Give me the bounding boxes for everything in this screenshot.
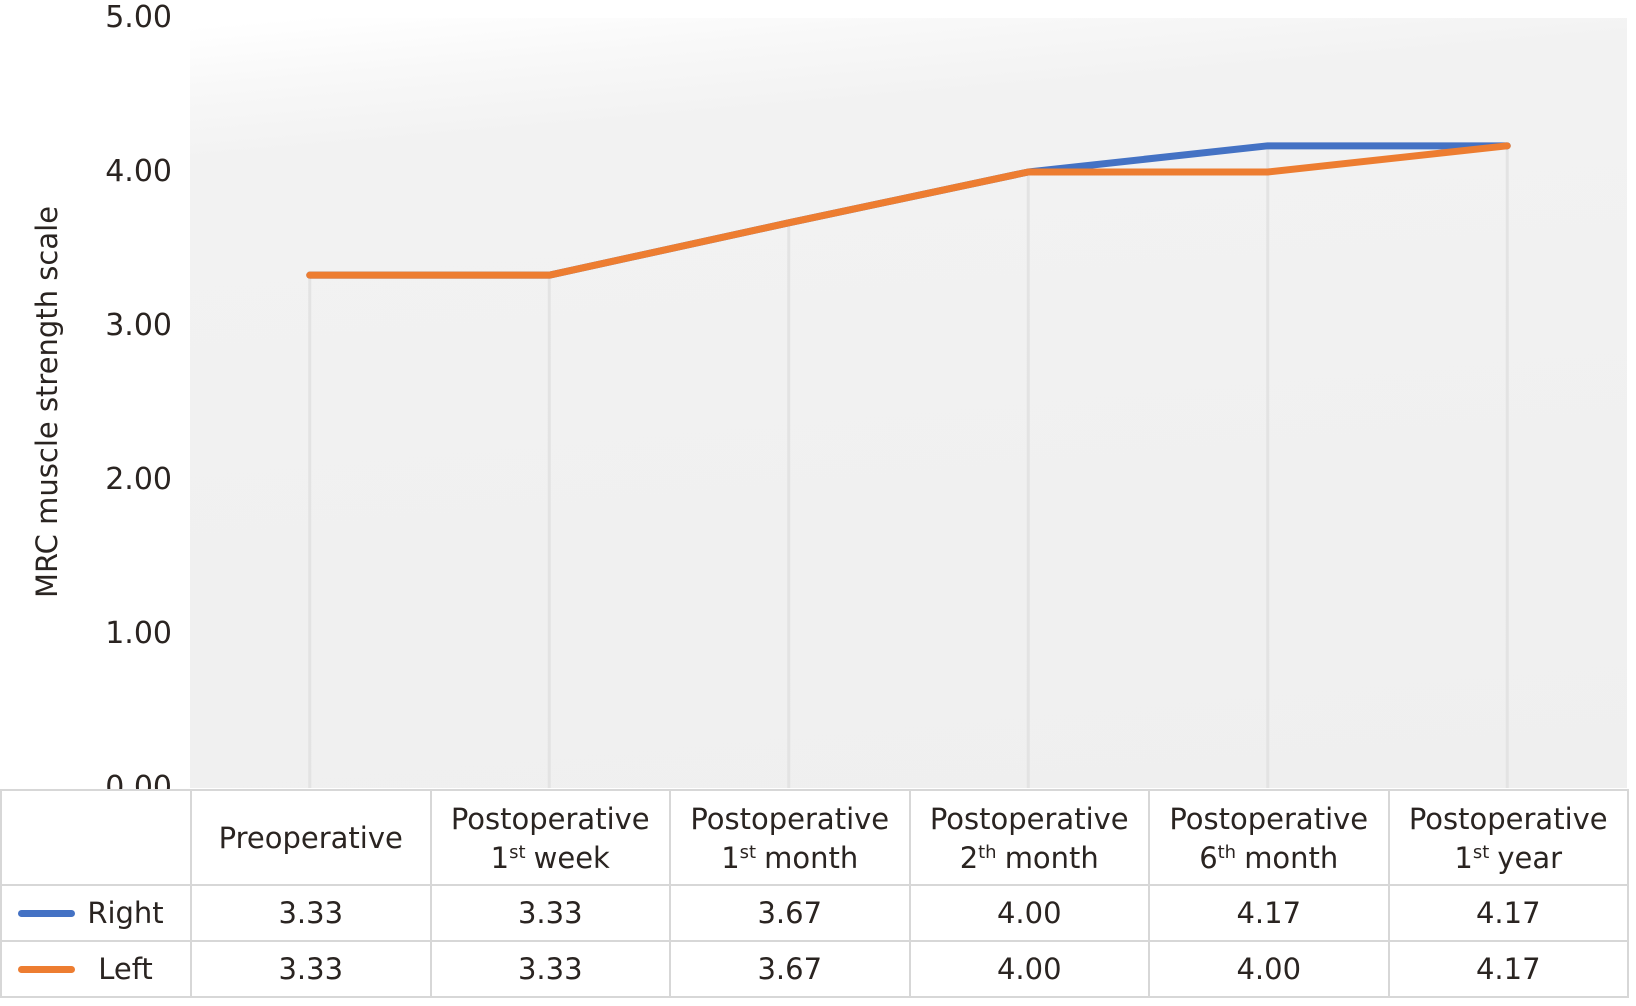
left-series-line-icon bbox=[18, 965, 75, 973]
y-axis: 5.00 4.00 3.00 2.00 1.00 0.00 bbox=[0, 0, 172, 806]
y-tick-label: 4.00 bbox=[105, 154, 172, 189]
table-cell: 3.33 bbox=[429, 884, 671, 942]
plot-area bbox=[190, 18, 1627, 788]
table-cell: 3.33 bbox=[190, 884, 432, 942]
category-header-postop-1st-month: Postoperative 1st month bbox=[669, 789, 911, 886]
table-cell: 3.33 bbox=[429, 940, 671, 998]
table-cell: 4.17 bbox=[1387, 940, 1629, 998]
series-line-left bbox=[306, 142, 1511, 279]
right-series-line-icon bbox=[18, 909, 75, 917]
chart-data-table: Preoperative Postoperative 1st week Posto… bbox=[0, 789, 1629, 998]
table-cell: 4.00 bbox=[908, 940, 1150, 998]
table-cell: 3.33 bbox=[190, 940, 432, 998]
table-row-left: Left 3.33 3.33 3.67 4.00 4.00 4.17 bbox=[0, 940, 1629, 998]
category-header-row: Preoperative Postoperative 1st week Posto… bbox=[0, 789, 1629, 886]
table-cell: 3.67 bbox=[669, 940, 911, 998]
legend-label-right: Right bbox=[87, 896, 164, 930]
table-cell: 4.00 bbox=[908, 884, 1150, 942]
legend-label-left: Left bbox=[98, 952, 153, 986]
y-tick-label: 2.00 bbox=[105, 462, 172, 497]
table-cell: 3.67 bbox=[669, 884, 911, 942]
category-header-postop-6th-month: Postoperative 6th month bbox=[1148, 789, 1390, 886]
y-tick-label: 3.00 bbox=[105, 308, 172, 343]
table-cell: 4.17 bbox=[1387, 884, 1629, 942]
table-corner-blank bbox=[0, 789, 192, 886]
y-tick-label: 1.00 bbox=[105, 616, 172, 651]
category-header-postop-1st-year: Postoperative 1st year bbox=[1387, 789, 1629, 886]
legend-cell-left: Left bbox=[0, 940, 192, 998]
category-header-postop-1st-week: Postoperative 1st week bbox=[429, 789, 671, 886]
table-cell: 4.00 bbox=[1148, 940, 1390, 998]
legend-cell-right: Right bbox=[0, 884, 192, 942]
chart-lines-svg bbox=[306, 142, 1511, 788]
category-header-preoperative: Preoperative bbox=[190, 789, 432, 886]
category-header-postop-2th-month: Postoperative 2th month bbox=[908, 789, 1150, 886]
table-cell: 4.17 bbox=[1148, 884, 1390, 942]
table-row-right: Right 3.33 3.33 3.67 4.00 4.17 4.17 bbox=[0, 884, 1629, 942]
y-tick-label: 5.00 bbox=[105, 0, 172, 35]
